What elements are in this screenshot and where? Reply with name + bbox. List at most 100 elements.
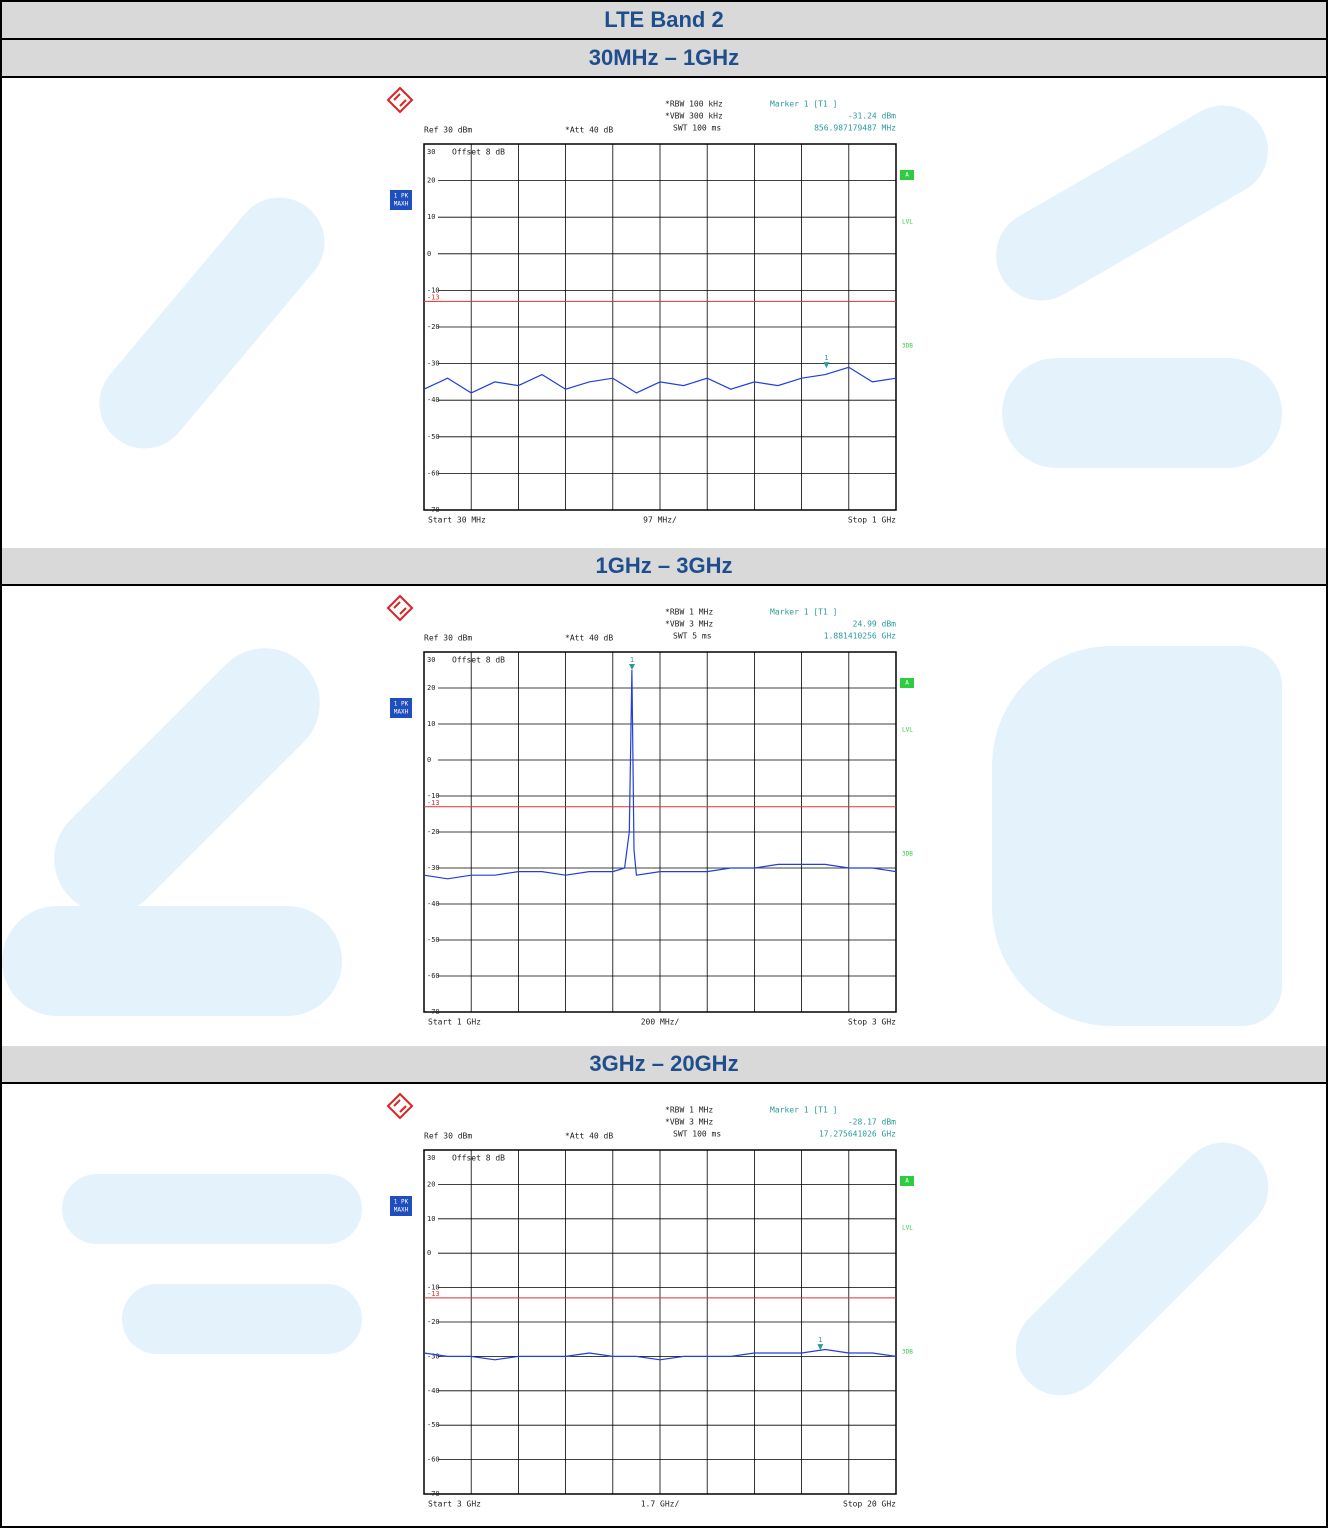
marker-freq: 1.881410256 GHz <box>824 632 896 641</box>
trace <box>423 1348 897 1361</box>
offset: Offset 8 dB <box>452 1154 505 1163</box>
watermark <box>31 625 343 937</box>
trace <box>423 366 897 394</box>
side-3db: 3DB <box>902 1349 913 1356</box>
logo <box>386 1092 414 1120</box>
trace-box <box>390 190 412 210</box>
trace-box <box>390 1196 412 1216</box>
vbw: *VBW 3 MHz <box>665 620 713 629</box>
y-tick-label: -50 <box>427 936 440 944</box>
marker-title: Marker 1 [T1 ] <box>770 608 837 617</box>
y-tick-label: -50 <box>427 433 440 441</box>
ref-level: Ref 30 dBm <box>424 1132 472 1141</box>
offset: Offset 8 dB <box>452 656 505 665</box>
attenuation: *Att 40 dB <box>565 126 613 135</box>
side-lvl: LVL <box>902 1225 913 1232</box>
marker <box>629 664 636 671</box>
y-tick-label: 30 <box>427 148 435 156</box>
marker-freq: 17.275641026 GHz <box>819 1130 896 1139</box>
offset: Offset 8 dB <box>452 148 505 157</box>
side-a: A <box>905 1178 909 1185</box>
y-tick-label: 10 <box>427 213 435 221</box>
rbw: *RBW 1 MHz <box>665 1106 713 1115</box>
marker-freq: 856.987179487 MHz <box>814 124 896 133</box>
side-lvl: LVL <box>902 727 913 734</box>
x-per-div: 1.7 GHz/ <box>641 1500 680 1509</box>
side-a-box <box>900 678 914 688</box>
y-tick-label: 20 <box>427 177 435 185</box>
logo <box>393 1099 407 1113</box>
y-tick-label: -10 <box>427 1284 440 1292</box>
x-start: Start 30 MHz <box>428 516 486 525</box>
marker-number: 1 <box>824 354 828 362</box>
y-tick-label: -20 <box>427 323 440 331</box>
trace-label: 1 PK <box>394 193 409 200</box>
side-a: A <box>905 680 909 687</box>
marker <box>823 362 830 369</box>
spectrum-plot: *RBW 1 MHz *VBW 3 MHz SWT 5 ms Marker 1 [T1… <box>386 594 914 1027</box>
y-tick-label: -30 <box>427 360 440 368</box>
vbw: *VBW 3 MHz <box>665 1118 713 1127</box>
y-tick-label: -70 <box>427 1008 440 1016</box>
plot-cell: *RBW 100 kHz *VBW 300 kHz SWT 100 ms Marker… <box>2 78 1326 548</box>
attenuation: *Att 40 dB <box>565 1132 613 1141</box>
spectrum-plot: *RBW 100 kHz *VBW 300 kHz SWT 100 ms Marker… <box>386 86 914 525</box>
vbw: *VBW 300 kHz <box>665 112 723 121</box>
side-3db: 3DB <box>902 343 913 350</box>
section-title: 1GHz – 3GHz <box>2 548 1326 586</box>
y-tick-label: 20 <box>427 1180 435 1188</box>
y-tick-label: 0 <box>427 250 431 258</box>
y-tick-label: 10 <box>427 1215 435 1223</box>
attenuation: *Att 40 dB <box>565 634 613 643</box>
side-a: A <box>905 172 909 179</box>
limit-label: -13 <box>427 1290 440 1298</box>
watermark <box>992 646 1282 1026</box>
trace-label: MAXH <box>394 709 409 716</box>
y-tick-label: 0 <box>427 756 431 764</box>
logo <box>393 93 407 107</box>
y-tick-label: -70 <box>427 506 440 514</box>
y-tick-label: -40 <box>427 900 440 908</box>
marker-level: 24.99 dBm <box>853 620 897 629</box>
section-title: 30MHz – 1GHz <box>2 40 1326 78</box>
y-tick-label: -30 <box>427 1352 440 1360</box>
logo <box>386 594 414 622</box>
watermark <box>62 1174 362 1244</box>
y-tick-label: -20 <box>427 828 440 836</box>
y-tick-label: -30 <box>427 864 440 872</box>
watermark <box>1002 358 1282 468</box>
y-tick-label: -60 <box>427 972 440 980</box>
watermark <box>2 906 342 1016</box>
y-tick-label: -60 <box>427 1456 440 1464</box>
x-per-div: 97 MHz/ <box>643 516 677 525</box>
plot-cell: *RBW 1 MHz *VBW 3 MHz SWT 5 ms Marker 1 [T1… <box>2 586 1326 1046</box>
y-tick-label: 10 <box>427 720 435 728</box>
y-tick-label: 0 <box>427 1249 431 1257</box>
x-stop: Stop 1 GHz <box>848 516 896 525</box>
marker <box>817 1344 824 1351</box>
trace-label: 1 PK <box>394 701 409 708</box>
limit-label: -13 <box>427 799 440 807</box>
y-tick-label: -70 <box>427 1490 440 1498</box>
ref-level: Ref 30 dBm <box>424 634 472 643</box>
table-title: LTE Band 2 <box>2 2 1326 40</box>
marker-number: 1 <box>818 1336 822 1344</box>
y-tick-label: -40 <box>427 396 440 404</box>
watermark <box>122 1284 362 1354</box>
logo <box>393 601 407 615</box>
y-tick-label: -10 <box>427 792 440 800</box>
plot-cell: *RBW 1 MHz *VBW 3 MHz SWT 100 ms Marker 1 [… <box>2 1084 1326 1526</box>
marker-level: -31.24 dBm <box>848 112 896 121</box>
ref-level: Ref 30 dBm <box>424 126 472 135</box>
x-stop: Stop 3 GHz <box>848 1018 896 1027</box>
trace-box <box>390 698 412 718</box>
spectrum-plot: *RBW 1 MHz *VBW 3 MHz SWT 100 ms Marker 1 [… <box>386 1092 914 1509</box>
watermark <box>997 1124 1287 1414</box>
x-start: Start 1 GHz <box>428 1018 481 1027</box>
trace <box>423 669 897 880</box>
y-tick-label: -60 <box>427 469 440 477</box>
swt: SWT 100 ms <box>673 1130 721 1139</box>
watermark <box>979 89 1285 317</box>
y-tick-label: -40 <box>427 1387 440 1395</box>
